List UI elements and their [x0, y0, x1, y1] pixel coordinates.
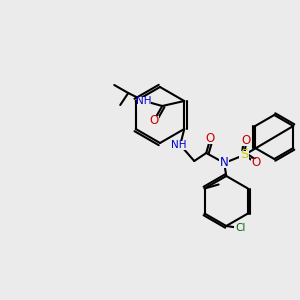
Text: Cl: Cl: [235, 223, 245, 233]
Bar: [239, 151, 249, 160]
Text: O: O: [206, 133, 215, 146]
Bar: [234, 224, 246, 232]
Text: O: O: [242, 134, 251, 148]
Bar: [149, 116, 159, 124]
Bar: [137, 97, 151, 106]
Text: N: N: [220, 157, 229, 169]
Text: NH: NH: [172, 140, 187, 150]
Bar: [172, 140, 186, 149]
Bar: [251, 158, 261, 167]
Bar: [205, 134, 215, 143]
Text: O: O: [252, 157, 261, 169]
Bar: [219, 158, 229, 167]
Text: S: S: [240, 148, 248, 161]
Text: O: O: [150, 113, 159, 127]
Bar: [241, 136, 251, 146]
Text: NH: NH: [136, 96, 152, 106]
